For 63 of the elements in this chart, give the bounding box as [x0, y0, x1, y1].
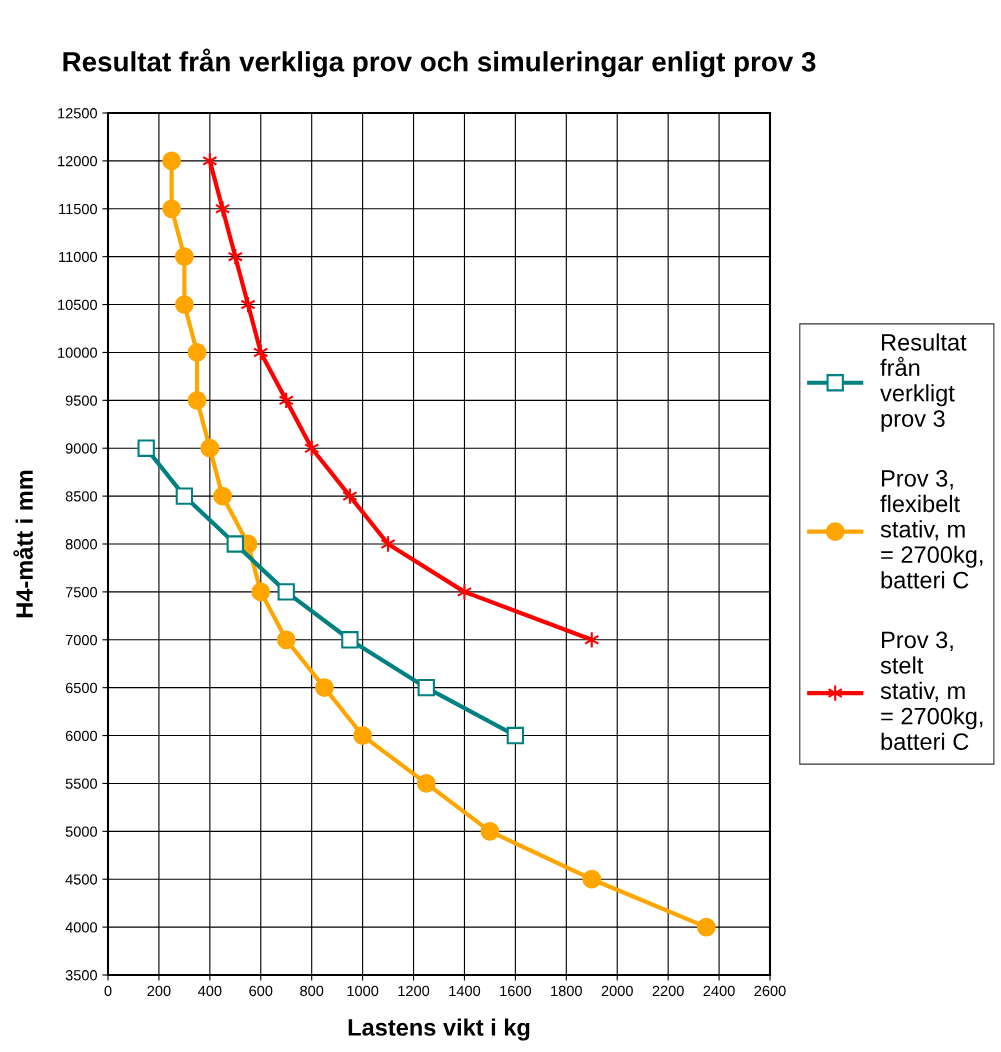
legend-label: Resultat från verkligt prov 3 — [880, 333, 967, 432]
point — [175, 295, 194, 314]
x-axis-title: Lastens vikt i kg — [348, 1018, 530, 1041]
x-tick-label: 1400 — [449, 985, 481, 997]
y-tick-label: 3500 — [65, 970, 98, 981]
point — [315, 678, 334, 698]
point — [416, 774, 436, 793]
point — [187, 390, 207, 410]
y-tick-label: 7500 — [65, 586, 98, 598]
point — [277, 583, 295, 601]
x-tick-label: 2400 — [703, 985, 735, 997]
x-tick-label: 1000 — [347, 985, 379, 997]
x-tick-label: 1600 — [500, 985, 532, 997]
point — [582, 869, 602, 889]
point — [226, 535, 244, 553]
y-tick-label: 7000 — [65, 634, 98, 646]
point — [187, 343, 207, 362]
point — [162, 199, 182, 219]
y-tick-label: 8500 — [65, 491, 98, 502]
y-axis-title: H4-mått i mm — [13, 470, 33, 618]
y-tick-label: 9000 — [65, 443, 98, 454]
point — [276, 630, 296, 650]
x-tick-label: 0 — [104, 985, 112, 997]
y-tick-label: 9500 — [65, 395, 98, 406]
y-tick-label: 6000 — [65, 730, 98, 741]
point — [175, 247, 194, 267]
y-tick-label: 5000 — [65, 826, 98, 837]
y-tick-label: 12000 — [58, 155, 98, 167]
point — [162, 151, 182, 171]
y-tick-label: 4500 — [65, 874, 98, 885]
y-tick-label: 6500 — [65, 682, 98, 694]
point — [696, 917, 716, 937]
x-tick-label: 600 — [249, 985, 273, 997]
point — [213, 486, 232, 506]
point — [506, 726, 525, 745]
x-tick-label: 1800 — [551, 985, 582, 997]
legend-label: Prov 3, flexibelt stativ, m = 2700kg, batteri C — [880, 470, 983, 589]
point — [353, 726, 372, 745]
legend-label: Prov 3, stelt stativ, m = 2700kg, batteri C — [880, 631, 983, 750]
point — [480, 821, 500, 841]
y-tick-label: 10000 — [58, 347, 98, 358]
point — [200, 438, 220, 458]
y-tick-label: 10500 — [58, 299, 98, 310]
y-tick-label: 4000 — [65, 922, 98, 933]
x-tick-label: 200 — [147, 985, 171, 997]
point — [341, 631, 359, 649]
x-tick-label: 2000 — [601, 985, 633, 997]
point — [137, 439, 155, 457]
y-tick-label: 12500 — [58, 108, 98, 119]
point — [251, 582, 271, 602]
y-tick-label: 11000 — [59, 251, 98, 263]
x-tick-label: 1200 — [398, 985, 430, 997]
point — [456, 583, 473, 601]
y-tick-label: 5500 — [65, 778, 98, 789]
x-tick-label: 2600 — [754, 985, 786, 997]
x-tick-label: 800 — [300, 985, 324, 997]
point — [417, 678, 435, 697]
y-tick-label: 11500 — [59, 203, 98, 215]
point — [175, 487, 194, 505]
chart-title: Resultat från verkliga prov och simuleringar enligt prov 3 — [63, 48, 816, 78]
x-tick-label: 400 — [198, 985, 222, 997]
y-tick-label: 8000 — [65, 539, 98, 550]
x-tick-label: 2200 — [652, 985, 684, 997]
